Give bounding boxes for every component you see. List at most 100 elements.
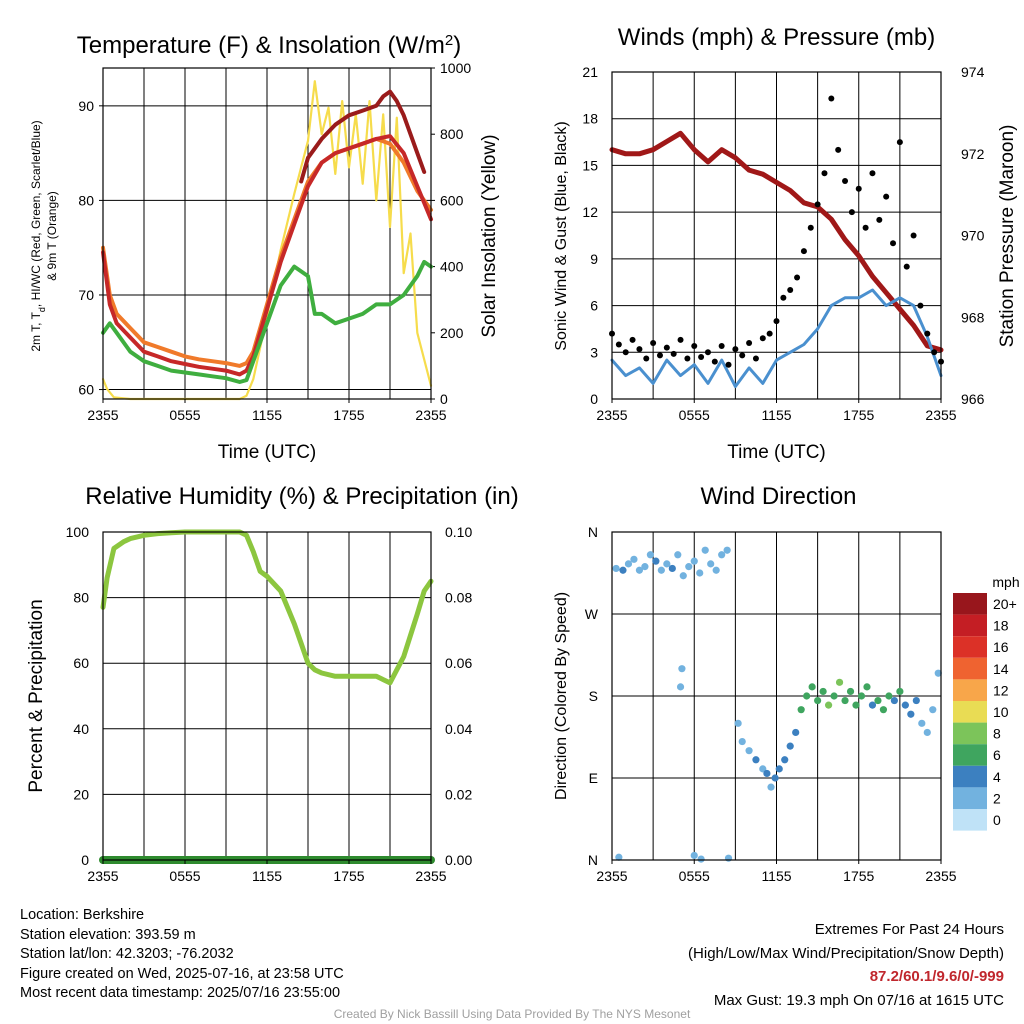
dir-point — [786, 742, 794, 750]
wind-gust-point — [917, 302, 924, 309]
dir-point — [763, 769, 771, 778]
dir-ytick-label: E — [589, 770, 598, 786]
dir-point — [819, 687, 827, 696]
dir-xtick-label: 2355 — [596, 868, 627, 884]
recent-timestamp: Most recent data timestamp: 2025/07/16 2… — [20, 985, 341, 1001]
rh-title: Relative Humidity (%) & Precipitation (i… — [85, 483, 518, 510]
wind-gust-point — [759, 335, 766, 342]
wind-gust-point — [924, 330, 931, 337]
dir-point — [690, 557, 698, 565]
wind-gust-point — [903, 263, 910, 270]
wind-gust-point — [636, 346, 643, 353]
wind-xtick-label: 1155 — [761, 407, 791, 423]
wind-gust-point — [787, 287, 794, 293]
dir-point — [674, 551, 682, 559]
speed-legend-label: 8 — [993, 726, 1001, 742]
temp-y2tick-label: 0 — [440, 391, 448, 407]
temp-ytick-label: 60 — [78, 382, 94, 398]
station-elevation: Station elevation: 393.59 m — [20, 926, 196, 943]
dir-point — [803, 692, 811, 700]
wind-gust-point — [842, 178, 849, 184]
speed-legend-label: 2 — [993, 790, 1001, 806]
wind-series-pressure — [609, 130, 944, 353]
dir-ylabel: Direction (Colored By Speed) — [553, 592, 570, 800]
dir-point — [907, 710, 915, 718]
wind-ytick-label: 6 — [590, 298, 598, 314]
dir-point — [841, 696, 849, 705]
temp-y2tick-label: 600 — [440, 192, 464, 208]
temp-ytick-label: 80 — [78, 192, 94, 208]
wind-gust-point — [835, 146, 842, 153]
dir-point — [857, 692, 866, 700]
wind-gust-point — [814, 201, 821, 208]
dir-point — [852, 701, 860, 709]
wind-series-wind — [610, 288, 943, 388]
dir-point — [734, 719, 742, 727]
rh-ylabel: Percent & Precipitation — [26, 599, 47, 792]
wind-gust-point — [883, 193, 890, 200]
wind-ytick-label: 12 — [582, 204, 598, 220]
wind-gust-point — [718, 343, 725, 350]
wind-gust-point — [794, 274, 801, 281]
dir-xtick-label: 0555 — [679, 868, 710, 884]
dir-point — [874, 696, 882, 705]
rh-xtick-label: 0555 — [169, 868, 200, 884]
dir-point — [901, 701, 909, 709]
wind-gust-point — [732, 346, 739, 353]
dir-point — [679, 572, 687, 580]
wind-gust-point — [931, 349, 938, 356]
dir-point — [707, 560, 715, 568]
dir-point — [690, 851, 698, 860]
dir-point — [701, 546, 709, 554]
wind-gust-point — [622, 349, 629, 356]
wind-gust-point — [725, 361, 732, 368]
station-info: Location: Berkshire Station elevation: 3… — [20, 906, 344, 1004]
speed-legend-swatch — [953, 744, 987, 766]
dir-point — [846, 687, 855, 696]
rh-ytick-label: 20 — [73, 786, 89, 802]
wind-y2tick-label: 972 — [961, 146, 985, 162]
dir-point — [896, 687, 904, 696]
rh-ytick-label: 60 — [73, 655, 89, 671]
temp-ytick-label: 70 — [78, 287, 94, 303]
speed-legend-swatch — [953, 787, 987, 809]
rh-y2tick-label: 0.04 — [445, 721, 472, 737]
rh-ytick-label: 40 — [73, 721, 89, 737]
station-location: Location: Berkshire — [20, 907, 145, 923]
speed-legend-label: 0 — [993, 812, 1001, 828]
dir-point — [781, 756, 789, 764]
wind-gust-point — [910, 232, 917, 239]
wind-xtick-label: 2355 — [596, 407, 627, 423]
dir-point — [712, 566, 720, 574]
dir-point — [685, 563, 693, 571]
figure-created: Figure created on Wed, 2025-07-16, at 23… — [20, 965, 344, 982]
wind-gust-point — [780, 294, 787, 301]
dir-point — [676, 683, 685, 691]
wind-ytick-label: 9 — [590, 251, 598, 267]
speed-legend-swatch — [953, 593, 987, 615]
dir-point — [723, 546, 731, 554]
dir-ytick-label: W — [585, 606, 599, 622]
rh-ytick-label: 80 — [73, 590, 89, 606]
speed-legend-swatch — [953, 636, 987, 658]
extremes-panel: Extremes For Past 24 Hours (High/Low/Max… — [688, 918, 1004, 1012]
wind-gust-point — [876, 216, 883, 223]
dir-point — [657, 566, 665, 574]
wind-xtick-label: 2355 — [925, 407, 956, 423]
wind-xlabel: Time (UTC) — [727, 442, 826, 463]
wind-y2tick-label: 974 — [961, 64, 985, 80]
wind-gust-point — [766, 330, 773, 337]
temp-series-dewpoint — [101, 259, 433, 384]
speed-legend-label: 6 — [993, 747, 1001, 763]
rh-ytick-label: 0 — [81, 852, 89, 868]
extremes-subtitle: (High/Low/Max Wind/Precipitation/Snow De… — [688, 944, 1004, 962]
dir-point — [923, 728, 931, 737]
speed-legend-swatch — [953, 701, 987, 723]
wind-gust-point — [746, 339, 753, 346]
dir-point — [724, 854, 733, 862]
temp-y2tick-label: 800 — [440, 126, 464, 142]
wind-gust-point — [773, 318, 780, 325]
dir-point — [696, 569, 704, 577]
wind-ytick-label: 3 — [590, 344, 598, 360]
